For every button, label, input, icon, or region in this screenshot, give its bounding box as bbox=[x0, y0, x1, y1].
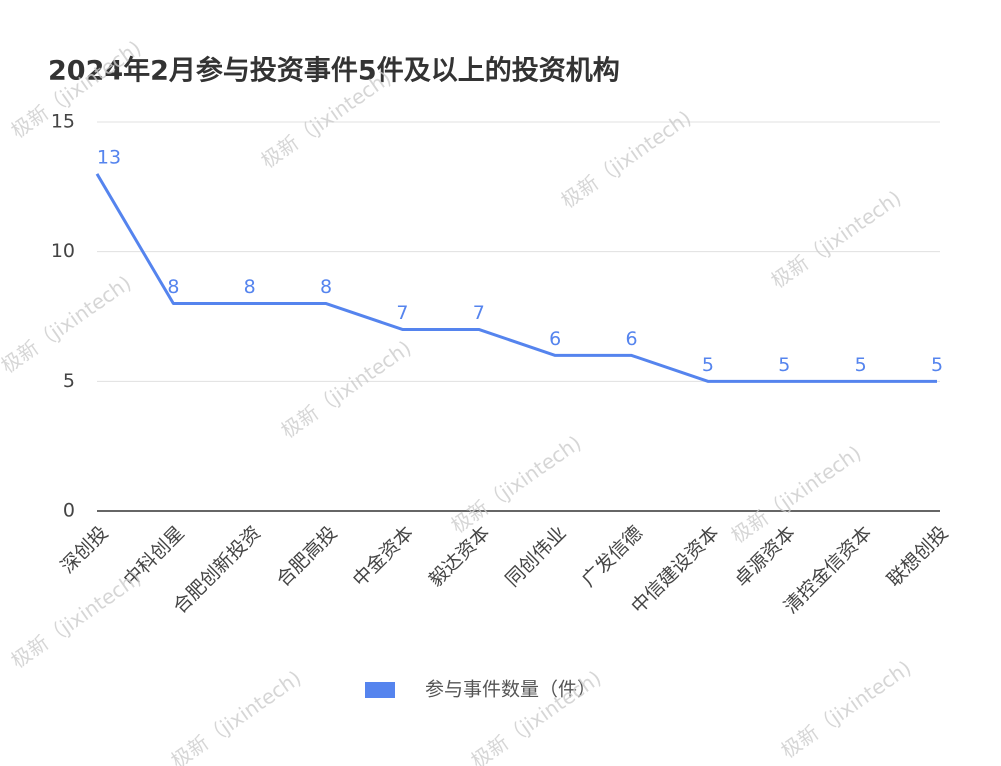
legend-label: 参与事件数量（件） bbox=[425, 679, 596, 701]
y-tick-label: 0 bbox=[63, 500, 75, 522]
x-tick-label: 同创伟业 bbox=[501, 522, 570, 591]
x-tick-label: 广发信德 bbox=[578, 522, 647, 591]
data-label: 13 bbox=[97, 146, 121, 168]
watermark: 极新（jixintech) bbox=[727, 441, 866, 548]
x-tick-label: 合肥高投 bbox=[272, 522, 341, 591]
data-label: 5 bbox=[778, 354, 790, 376]
y-tick-label: 5 bbox=[63, 370, 75, 392]
watermark: 极新（jixintech) bbox=[7, 566, 146, 673]
data-label: 7 bbox=[396, 302, 408, 324]
watermark: 极新（jixintech) bbox=[167, 666, 306, 766]
y-tick-label: 10 bbox=[51, 240, 75, 262]
data-label: 8 bbox=[320, 276, 332, 298]
x-tick-label: 联想创投 bbox=[883, 522, 952, 591]
watermark: 极新（jixintech) bbox=[777, 656, 916, 763]
y-tick-label: 15 bbox=[51, 111, 75, 133]
watermark: 极新（jixintech) bbox=[7, 36, 146, 143]
data-label: 6 bbox=[625, 328, 637, 350]
watermark: 极新（jixintech) bbox=[447, 431, 586, 538]
data-label: 5 bbox=[931, 354, 943, 376]
data-label: 8 bbox=[244, 276, 256, 298]
watermark: 极新（jixintech) bbox=[0, 271, 135, 378]
watermark: 极新（jixintech) bbox=[277, 336, 416, 443]
chart-title: 2024年2月参与投资事件5件及以上的投资机构 bbox=[48, 55, 620, 87]
data-label: 5 bbox=[702, 354, 714, 376]
data-line bbox=[95, 173, 937, 383]
data-label: 6 bbox=[549, 328, 561, 350]
data-label: 8 bbox=[167, 276, 179, 298]
data-label: 7 bbox=[473, 302, 485, 324]
x-tick-label: 深创投 bbox=[57, 522, 113, 578]
x-tick-label: 中金资本 bbox=[349, 522, 418, 591]
data-label: 5 bbox=[855, 354, 867, 376]
watermark: 极新（jixintech) bbox=[767, 186, 906, 293]
legend-swatch bbox=[365, 682, 395, 698]
